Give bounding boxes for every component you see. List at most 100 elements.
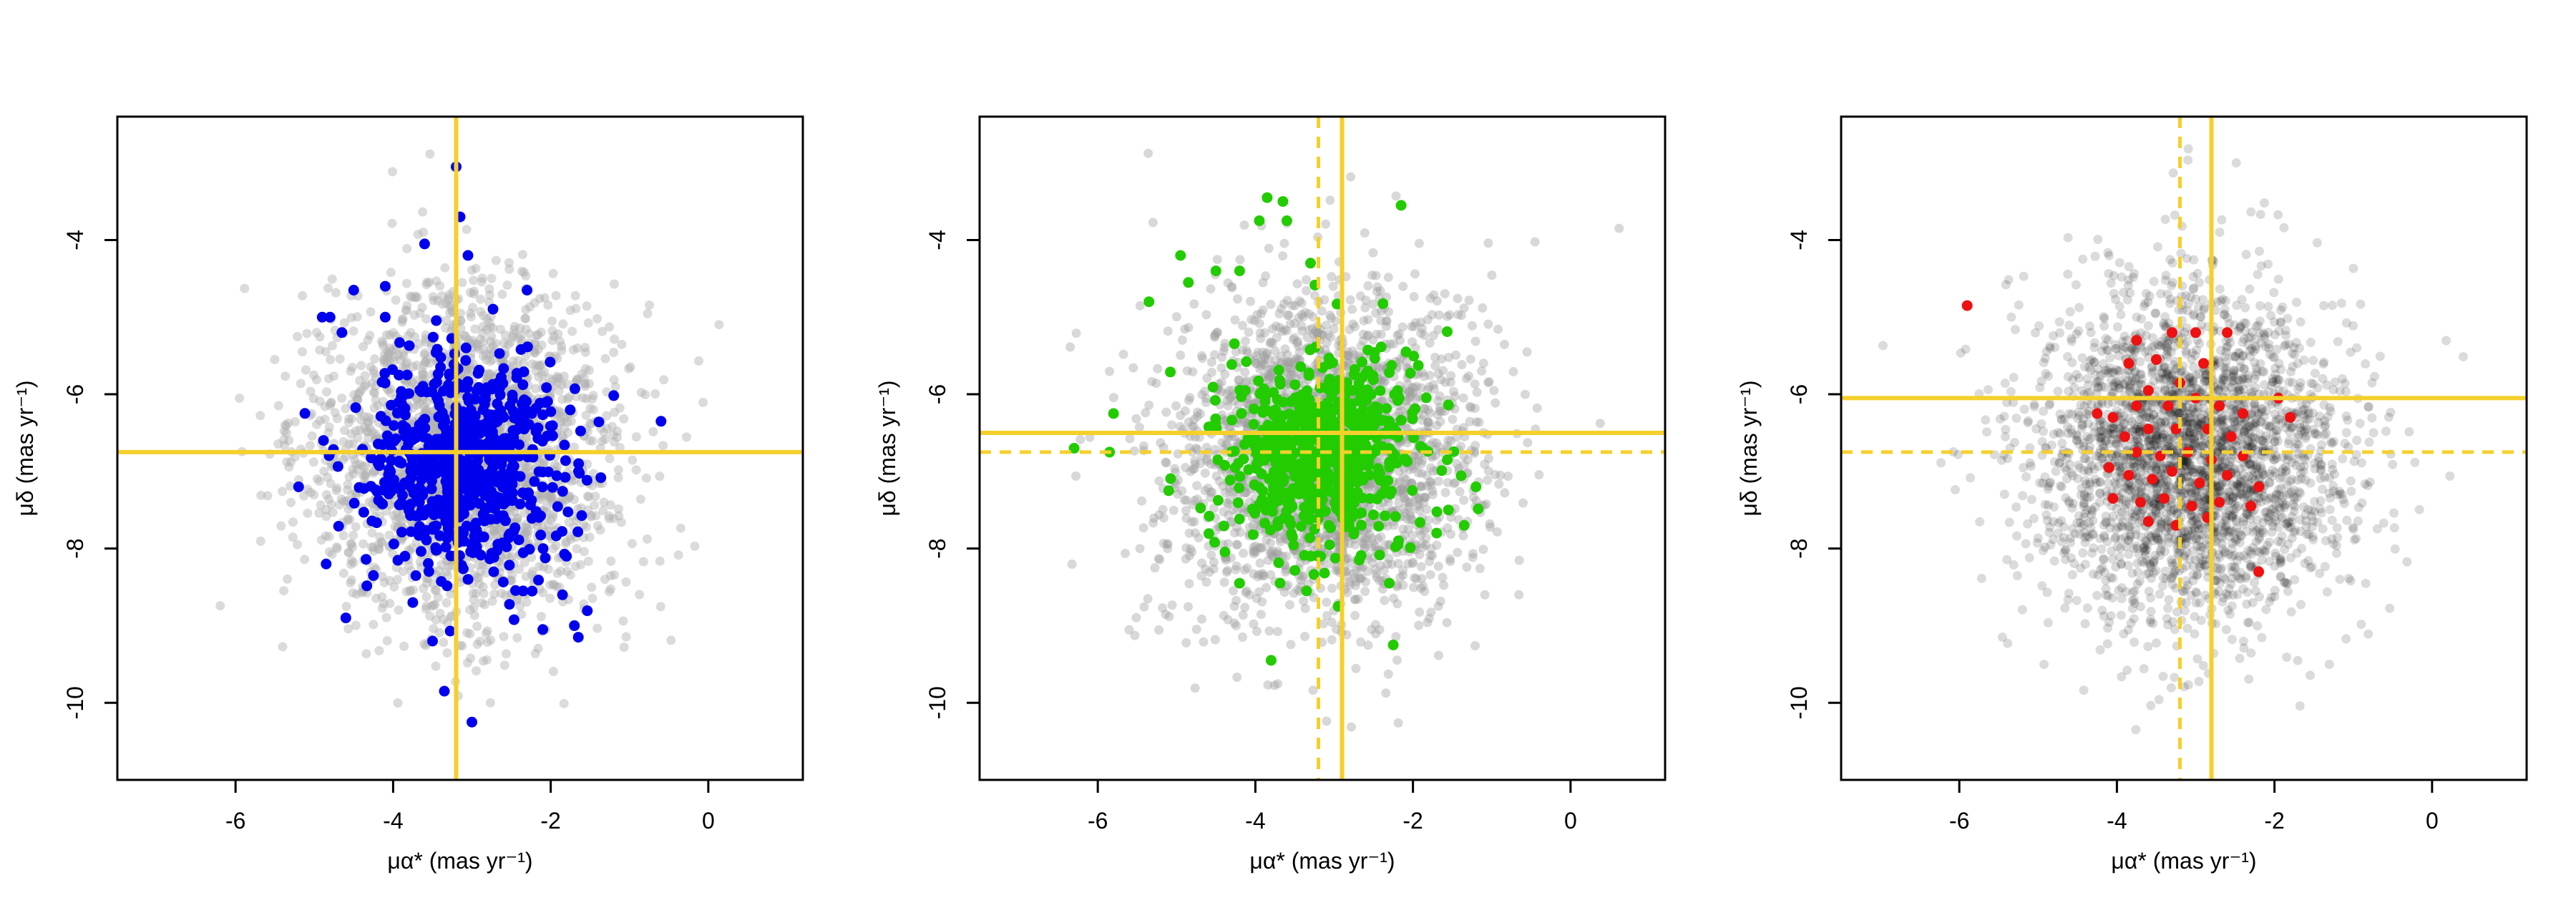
- y-tick-label: -4: [62, 230, 88, 250]
- background-point: [1391, 632, 1401, 642]
- highlight-point: [417, 416, 429, 427]
- highlight-point: [524, 544, 535, 555]
- background-point: [360, 371, 370, 381]
- background-point: [1176, 351, 1186, 360]
- background-point: [482, 355, 491, 365]
- background-point: [521, 305, 531, 315]
- background-point: [1184, 323, 1194, 333]
- background-point: [344, 418, 353, 428]
- background-point: [1412, 574, 1421, 584]
- background-point: [1522, 347, 1532, 357]
- background-point: [1212, 255, 1222, 265]
- background-point: [1270, 346, 1280, 356]
- background-point: [613, 426, 623, 436]
- background-point: [515, 601, 525, 611]
- background-point: [339, 318, 349, 328]
- background-point: [1164, 612, 1174, 622]
- background-point: [1197, 558, 1207, 568]
- background-point: [1273, 679, 1283, 689]
- background-point: [1490, 469, 1500, 479]
- background-point: [1302, 275, 1311, 285]
- background-point: [1347, 304, 1357, 314]
- highlight-point: [397, 401, 409, 413]
- highlight-point: [562, 507, 574, 517]
- background-point: [1276, 304, 1286, 314]
- background-point: [312, 474, 322, 484]
- background-point: [346, 578, 356, 588]
- highlight-point: [518, 424, 530, 435]
- highlight-point: [458, 508, 469, 519]
- background-point: [1483, 475, 1493, 485]
- background-point: [381, 612, 391, 622]
- background-point: [385, 576, 395, 585]
- background-point: [390, 522, 400, 532]
- background-point: [1468, 492, 1478, 502]
- background-point: [1199, 637, 1209, 647]
- background-point: [642, 534, 652, 544]
- background-point: [1453, 293, 1463, 303]
- background-point: [288, 532, 298, 542]
- background-point: [1189, 421, 1199, 431]
- background-point: [255, 536, 265, 546]
- background-point: [377, 537, 387, 547]
- background-point: [383, 347, 392, 357]
- background-point: [530, 649, 540, 658]
- background-point: [1240, 336, 1250, 346]
- background-point: [311, 375, 321, 385]
- background-point: [582, 459, 592, 469]
- background-point: [273, 401, 283, 411]
- highlight-point: [533, 575, 545, 586]
- background-point: [1266, 549, 1276, 559]
- highlight-point: [316, 311, 328, 323]
- background-point: [369, 546, 379, 556]
- background-point: [621, 577, 631, 587]
- background-point: [1416, 317, 1426, 327]
- highlight-point: [559, 439, 570, 451]
- highlight-point: [608, 390, 620, 401]
- background-point: [418, 369, 428, 379]
- background-point: [301, 365, 311, 375]
- background-point: [527, 359, 537, 369]
- background-point: [433, 296, 443, 306]
- background-point: [430, 600, 440, 610]
- background-point: [1238, 610, 1248, 620]
- background-point: [1255, 364, 1265, 374]
- background-point: [1196, 571, 1206, 581]
- background-point: [1290, 301, 1300, 311]
- background-point: [1445, 310, 1455, 320]
- highlight-point: [517, 585, 529, 597]
- background-point: [548, 512, 558, 522]
- background-point: [384, 530, 394, 540]
- background-point: [487, 355, 497, 364]
- background-point: [590, 500, 600, 510]
- background-point: [1263, 680, 1273, 690]
- background-point: [1177, 335, 1187, 345]
- background-point: [263, 491, 273, 501]
- background-point: [561, 537, 571, 547]
- background-point: [1322, 321, 1332, 331]
- background-point: [631, 432, 641, 442]
- background-point: [1458, 393, 1468, 403]
- background-point: [338, 568, 348, 578]
- background-point: [380, 349, 389, 359]
- background-point: [1416, 328, 1426, 338]
- background-point: [1394, 407, 1404, 417]
- background-point: [548, 268, 558, 278]
- background-point: [461, 331, 471, 341]
- background-point: [1232, 506, 1242, 516]
- background-point: [1380, 376, 1390, 386]
- background-point: [537, 370, 547, 379]
- background-point: [389, 356, 399, 366]
- background-point: [597, 326, 608, 336]
- background-point: [640, 390, 650, 399]
- background-point: [361, 468, 371, 478]
- background-point: [1294, 341, 1304, 351]
- background-point: [407, 292, 416, 302]
- background-point: [585, 419, 595, 429]
- background-point: [606, 571, 616, 581]
- background-point: [1273, 546, 1283, 556]
- background-point: [376, 336, 386, 346]
- background-point: [1397, 485, 1407, 495]
- background-point: [517, 266, 527, 276]
- background-point: [365, 424, 375, 434]
